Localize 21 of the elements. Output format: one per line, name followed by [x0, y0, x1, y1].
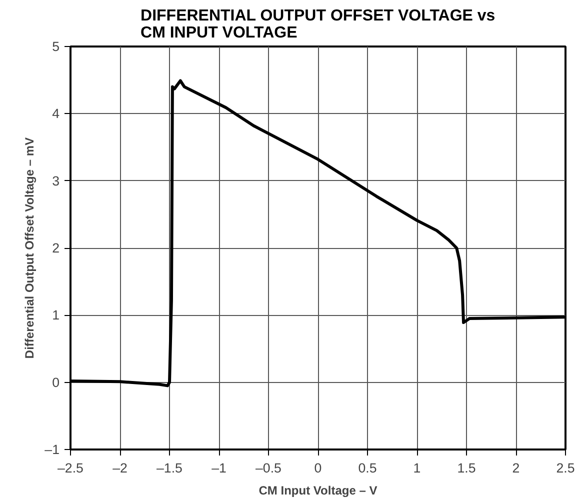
- x-tick-label: 0.5: [358, 460, 377, 476]
- x-axis-title: CM Input Voltage – V: [258, 484, 378, 498]
- y-tick-label: 5: [52, 39, 60, 54]
- x-tick-label: –1.5: [156, 460, 182, 476]
- x-tick-label: –1: [212, 460, 226, 476]
- x-tick-label: 1: [413, 460, 421, 476]
- x-tick-label: 2.5: [556, 460, 575, 476]
- y-tick-label: 3: [52, 173, 60, 188]
- x-tick-label: –0.5: [256, 460, 282, 476]
- y-tick-label: 4: [52, 106, 60, 122]
- x-tick-label: 2: [512, 460, 520, 476]
- y-axis-title: Differential Output Offset Voltage – mV: [22, 137, 37, 359]
- y-tick-label: 0: [52, 374, 60, 390]
- y-tick-label: 2: [52, 240, 60, 256]
- x-tick-label: –2: [112, 460, 128, 476]
- y-tick-label: –1: [44, 442, 60, 457]
- y-tick-label: 1: [52, 308, 60, 323]
- x-tick-label: –2.5: [58, 460, 84, 476]
- chart-title: DIFFERENTIAL OUTPUT OFFSET VOLTAGE vs CM INPUT VOLTAGE: [140, 8, 496, 42]
- x-tick-label: 0: [314, 460, 322, 476]
- x-tick-label: 1.5: [457, 460, 476, 476]
